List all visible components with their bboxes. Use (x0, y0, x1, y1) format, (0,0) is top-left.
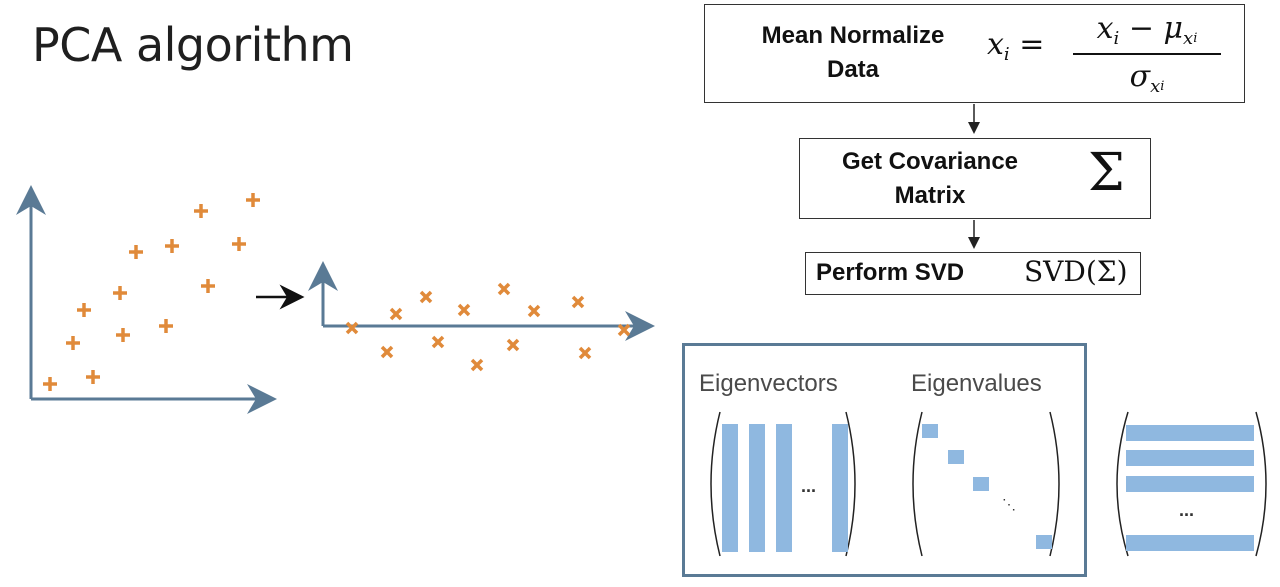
plus-marker-icon (194, 204, 208, 218)
x-marker-icon (457, 303, 471, 317)
fraction-denominator: σxi (1129, 59, 1165, 97)
mean-normalize-label: Mean Normalize Data (761, 22, 945, 83)
rows-ellipsis: ... (1179, 500, 1195, 520)
plus-marker-icon (77, 303, 91, 317)
row-vector (1126, 476, 1254, 492)
right-bracket-icon (845, 411, 856, 557)
eigenvalue-cell (1036, 535, 1052, 549)
x-marker-icon (431, 335, 445, 349)
plus-marker-icon (129, 245, 143, 259)
eigenvalues-ellipsis: ⋱ (1002, 496, 1016, 512)
projected-plot-axes (308, 261, 655, 341)
svd-box: Perform SVD SVD(Σ) (805, 252, 1141, 295)
left-bracket-icon (912, 411, 923, 557)
plus-marker-icon (201, 279, 215, 293)
eigenvectors-ellipsis: ... (801, 476, 817, 496)
eigenvector-column (776, 424, 792, 552)
x-marker-icon (389, 307, 403, 321)
left-bracket-icon (1116, 411, 1129, 557)
normalize-formula-fraction: xi − μxi σxi (1067, 11, 1227, 97)
left-bracket-icon (710, 411, 721, 557)
eigenvector-column (749, 424, 765, 552)
eigenvectors-title: Eigenvectors (699, 370, 838, 397)
x-marker-icon (380, 345, 394, 359)
eigenvalue-cell (922, 424, 938, 438)
sigma-symbol: Σ (1088, 143, 1125, 203)
fraction-numerator: xi − μxi (1096, 11, 1198, 49)
plus-marker-icon (86, 370, 100, 384)
covariance-label: Get Covariance Matrix (841, 148, 1019, 209)
plus-marker-icon (116, 328, 130, 342)
svd-label: Perform SVD (816, 259, 965, 286)
eigenvalues-matrix (912, 411, 1060, 557)
plus-marker-icon (113, 286, 127, 300)
eigenvectors-matrix (710, 411, 856, 557)
original-plot-axes (15, 185, 277, 414)
x-marker-icon (470, 358, 484, 372)
row-vectors-matrix (1116, 411, 1267, 557)
eigenvector-column (832, 424, 848, 552)
eigenvector-column (722, 424, 738, 552)
eigenvalue-cell (948, 450, 964, 464)
plus-marker-icon (66, 336, 80, 350)
slide-title: PCA algorithm (32, 18, 354, 72)
x-marker-icon (345, 321, 359, 335)
eigenvalue-cell (973, 477, 989, 491)
original-data-points (43, 193, 260, 391)
scatter-plots (15, 185, 655, 414)
normalize-formula-lhs: xi = (987, 27, 1045, 65)
row-vector (1126, 425, 1254, 441)
x-marker-icon (419, 290, 433, 304)
covariance-box: Get Covariance Matrix Σ (799, 138, 1151, 219)
svd-formula: SVD(Σ) (1024, 255, 1128, 288)
eigenvalues-title: Eigenvalues (911, 370, 1042, 397)
x-marker-icon (527, 304, 541, 318)
right-bracket-icon (1049, 411, 1060, 557)
plus-marker-icon (232, 237, 246, 251)
projected-data-points (345, 282, 631, 372)
plus-marker-icon (43, 377, 57, 391)
right-bracket-icon (1255, 411, 1267, 557)
mean-normalize-box: Mean Normalize Data xi = xi − μxi σxi (704, 4, 1245, 103)
x-marker-icon (617, 323, 631, 337)
fraction-bar (1073, 53, 1221, 55)
plus-marker-icon (159, 319, 173, 333)
x-marker-icon (571, 295, 585, 309)
x-marker-icon (497, 282, 511, 296)
row-vector (1126, 450, 1254, 466)
x-marker-icon (578, 346, 592, 360)
x-marker-icon (506, 338, 520, 352)
eigen-results-panel: Eigenvectors Eigenvalues (682, 343, 1087, 577)
plus-marker-icon (246, 193, 260, 207)
row-vector (1126, 535, 1254, 551)
plus-marker-icon (165, 239, 179, 253)
